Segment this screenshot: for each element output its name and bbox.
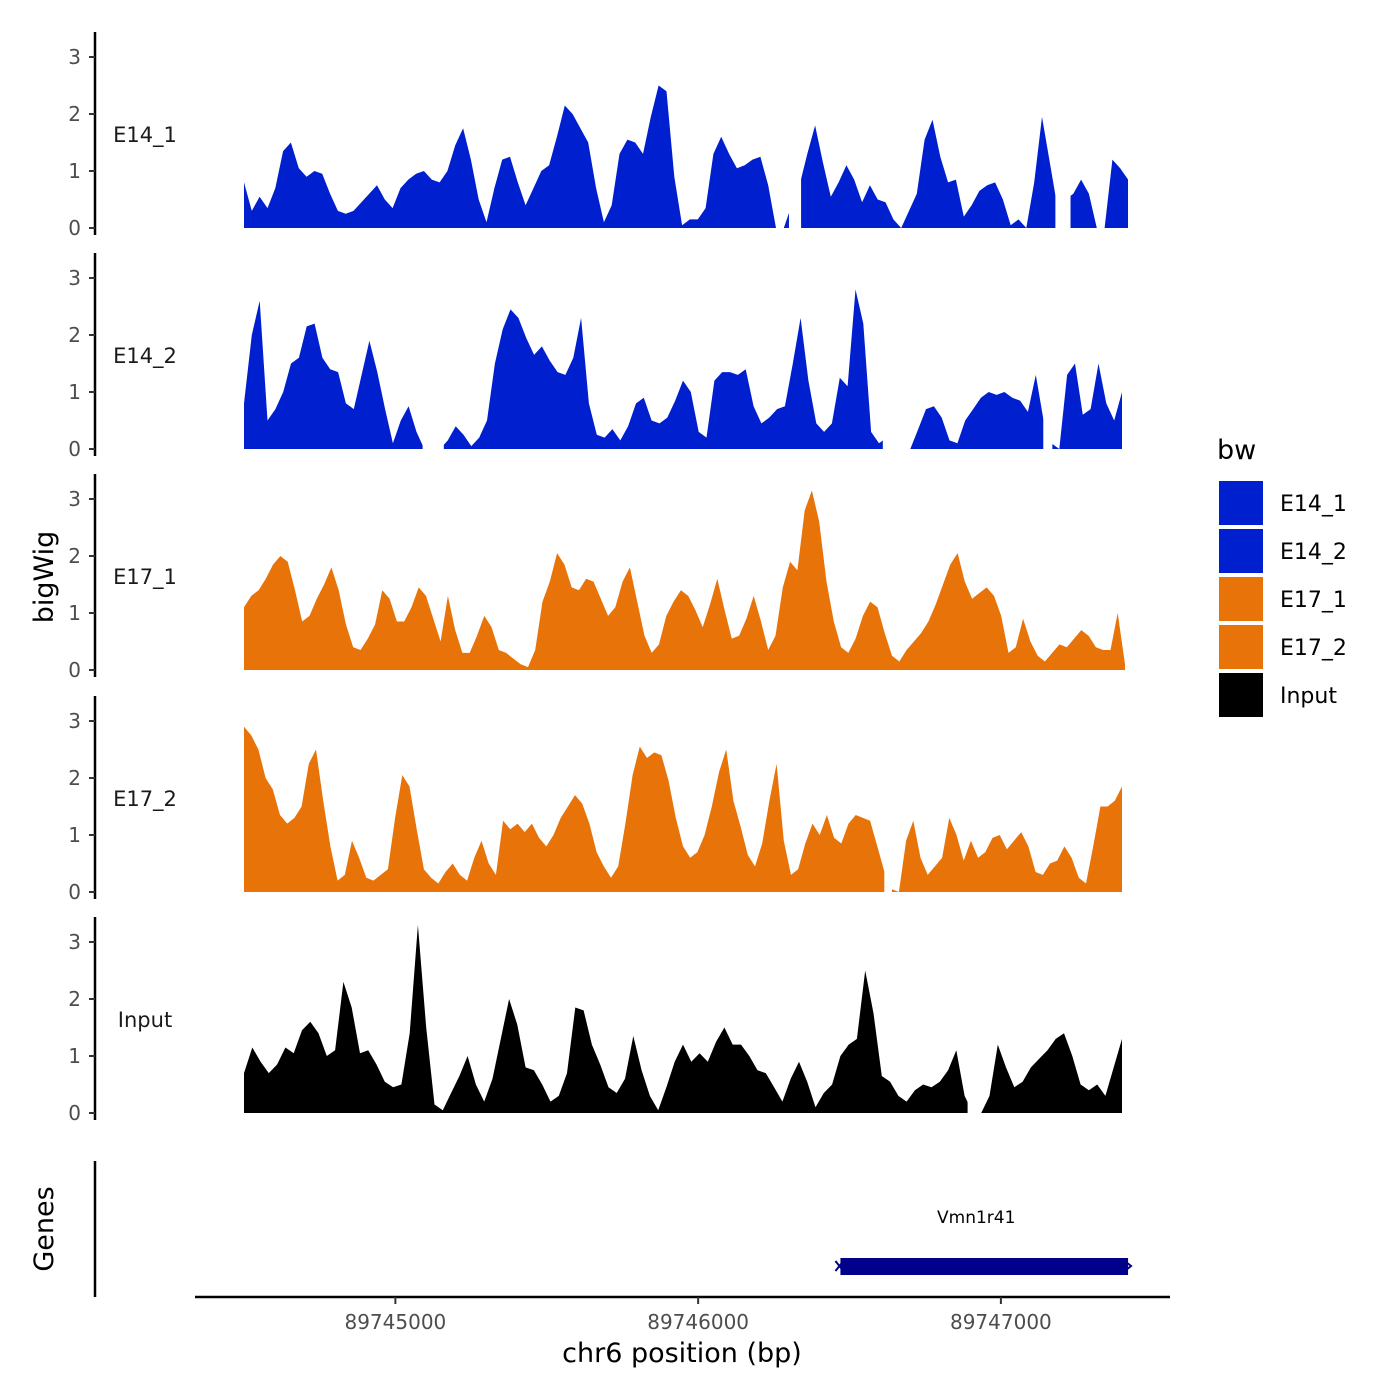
legend-swatch [1219,673,1263,717]
y-tick-label: 0 [68,437,81,461]
legend-swatch [1219,481,1263,525]
legend-label: E17_1 [1280,588,1347,613]
area-series-E14_2 [244,289,1122,449]
x-axis-title: chr6 position (bp) [562,1338,802,1369]
legend-label: Input [1280,684,1337,709]
legend-label: E14_2 [1280,540,1347,565]
track-e14-1: 0 1 2 3 E14_1 [68,32,1129,240]
y-tick-label: 0 [68,658,81,682]
track-e14-2: 0 1 2 3 E14_2 [68,253,1122,461]
y-tick-label: 3 [68,45,81,69]
y-tick-label: 0 [68,1101,81,1125]
y-tick-label: 3 [68,930,81,954]
x-tick-label: 89745000 [344,1310,446,1334]
gene-label: Vmn1r41 [937,1208,1015,1228]
legend-swatch [1219,577,1263,621]
y-tick-label: 2 [68,987,81,1011]
area-series-E17_1 [244,490,1125,670]
y-tick-label: 2 [68,766,81,790]
track-label: E14_2 [113,344,177,369]
y-tick-label: 2 [68,544,81,568]
x-axis: 89745000 89746000 89747000 [195,1295,1170,1334]
y-tick-label: 2 [68,102,81,126]
area-series-Input [244,924,1122,1113]
track-e17-2: 0 1 2 3 E17_2 [68,696,1122,904]
x-tick-label: 89746000 [647,1310,749,1334]
track-label: E17_1 [113,565,177,590]
y-tick-label: 1 [68,380,81,404]
track-label: Input [118,1008,172,1032]
y-tick-label: 1 [68,823,81,847]
y-tick-label: 0 [68,880,81,904]
y-tick-label: 1 [68,159,81,183]
y-axis-title: bigWig [29,531,60,624]
legend: E14_1 E14_2 E17_1 E17_2 Input [1219,481,1347,717]
y-tick-label: 3 [68,266,81,290]
y-tick-label: 1 [68,601,81,625]
y-tick-label: 3 [68,487,81,511]
strand-end-icon [1125,1261,1133,1271]
track-label: E17_2 [113,787,177,812]
legend-title: bw [1217,435,1256,466]
y-tick-label: 2 [68,323,81,347]
legend-label: E14_1 [1280,492,1347,517]
track-input: 0 1 2 3 Input [68,917,1122,1125]
legend-label: E17_2 [1280,636,1347,661]
track-label: E14_1 [113,123,177,148]
y-tick-label: 3 [68,709,81,733]
legend-swatch [1219,625,1263,669]
legend-swatch [1219,529,1263,573]
x-tick-label: 89747000 [950,1310,1052,1334]
y-tick-label: 0 [68,216,81,240]
y-tick-label: 1 [68,1044,81,1068]
genes-track: Vmn1r41 [93,1161,1133,1297]
track-e17-1: 0 1 2 3 E17_1 [68,474,1125,682]
area-series-E17_2 [244,726,1122,892]
gene-body [840,1258,1129,1275]
strand-arrow-icon [834,1260,845,1272]
genes-axis-title: Genes [29,1186,60,1271]
area-series-E14_1 [244,85,1129,228]
